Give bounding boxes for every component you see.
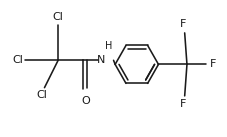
Text: N: N — [96, 55, 104, 65]
Text: Cl: Cl — [12, 55, 23, 65]
Text: H: H — [105, 41, 112, 51]
Text: O: O — [81, 96, 89, 106]
Text: F: F — [180, 99, 186, 109]
Text: F: F — [209, 59, 215, 69]
Text: Cl: Cl — [37, 90, 47, 100]
Text: Cl: Cl — [52, 12, 63, 22]
Text: F: F — [180, 19, 186, 29]
